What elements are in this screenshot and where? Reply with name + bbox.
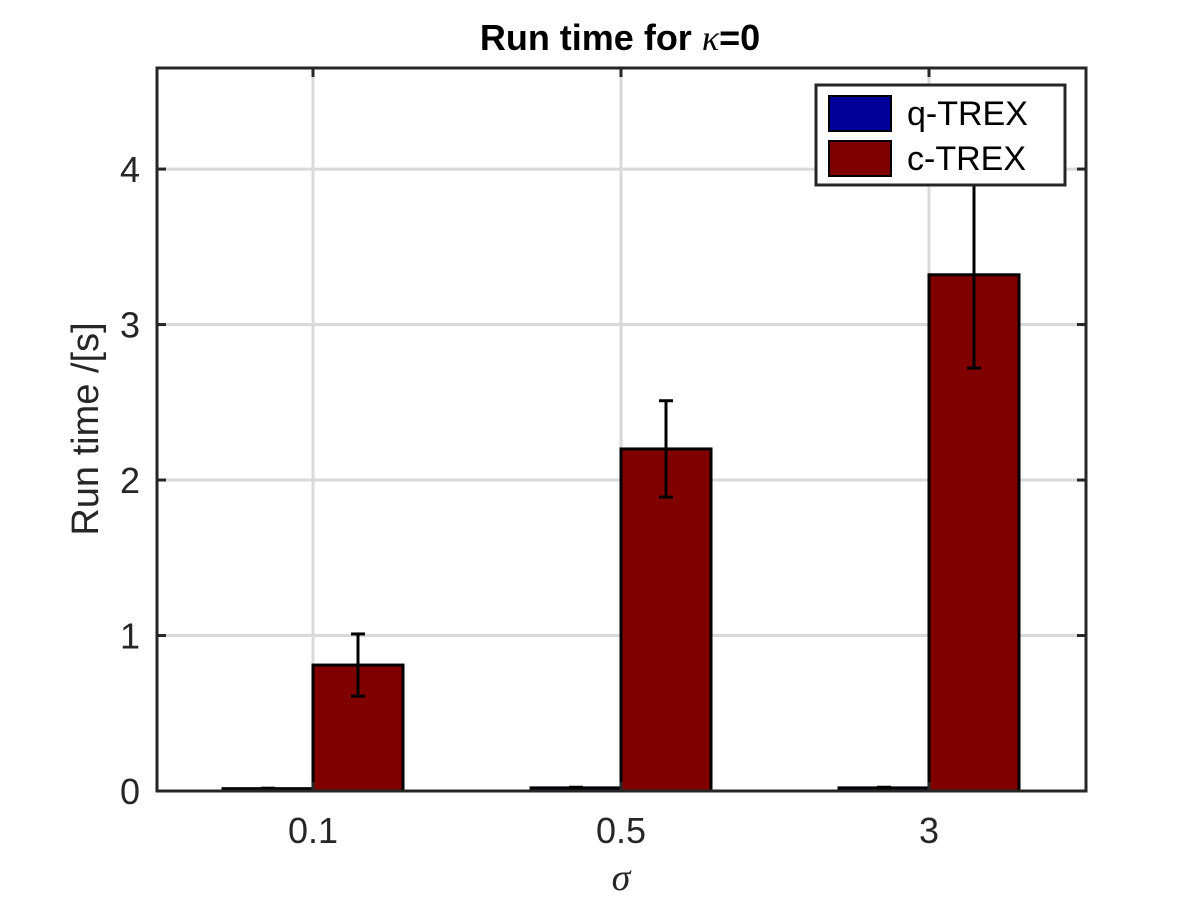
x-tick-label: 0.5 [596,810,646,851]
x-tick-label: 0.1 [288,810,338,851]
title-prefix: Run time for [480,17,702,58]
title-suffix: =0 [719,17,760,58]
x-tick-label: 3 [919,810,939,851]
y-tick-label: 0 [120,771,140,812]
legend: q-TREX c-TREX [814,83,1067,187]
y-tick-label: 4 [120,149,140,190]
legend-swatch-q-trex [828,95,892,132]
y-tick-label: 3 [120,305,140,346]
chart-title: Run time for κ=0 [480,17,760,58]
x-axis-label: σ [612,857,632,899]
legend-swatch-c-trex [828,140,892,177]
y-tick-label: 2 [120,460,140,501]
y-tick-label: 1 [120,616,140,657]
title-kappa-symbol: κ [702,18,720,58]
bar-c-trex [619,447,713,793]
legend-label-c-trex: c-TREX [907,140,1026,178]
tick-layer: 0 1 2 3 4 0.1 0.5 3 [120,68,1086,851]
bar-layer [221,273,1021,793]
error-bar-layer [261,180,981,791]
y-axis-label: Run time /[s] [65,322,107,535]
legend-label-q-trex: q-TREX [907,95,1028,133]
